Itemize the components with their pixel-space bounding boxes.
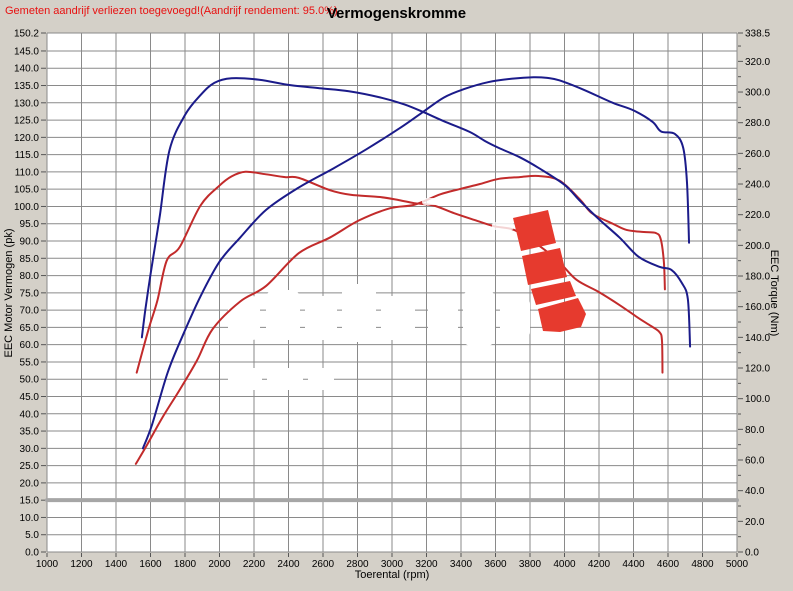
x-tick-label: 4800 [691, 559, 714, 570]
x-tick-label: 1800 [174, 559, 197, 570]
y-right-tick-label: 240.0 [745, 180, 770, 191]
red-curved-arrow-logo [522, 248, 567, 285]
watermark-ghost-dash [492, 222, 514, 230]
red-power-curve [134, 174, 666, 465]
watermark-ghost-text [228, 368, 262, 390]
y-right-tick-label: 180.0 [745, 272, 770, 283]
x-tick-label: 4400 [622, 559, 645, 570]
y-left-tick-label: 140.0 [14, 64, 39, 75]
x-tick-label: 1400 [105, 559, 128, 570]
x-axis-title: Toerental (rpm) [354, 569, 430, 581]
y-left-tick-label: 85.0 [20, 254, 40, 265]
y-right-tick-label: 300.0 [745, 88, 770, 99]
x-tick-label: 2600 [312, 559, 335, 570]
y-left-tick-label: 100.0 [14, 202, 39, 213]
y-left-tick-label: 110.0 [15, 167, 40, 178]
x-tick-label: 1000 [36, 559, 59, 570]
x-tick-label: 5000 [726, 559, 749, 570]
y-left-tick-label: 35.0 [20, 427, 40, 438]
x-tick-label: 3000 [381, 559, 404, 570]
y-right-tick-label: 160.0 [745, 302, 770, 313]
watermark-ghost-dash [422, 198, 440, 205]
y-right-tick-label: 320.0 [745, 57, 770, 68]
y-right-tick-label: 220.0 [745, 210, 770, 221]
watermark-ghost-text [500, 296, 530, 340]
y-left-tick-label: 20.0 [20, 478, 40, 489]
y-left-tick-label: 70.0 [20, 306, 40, 317]
x-tick-label: 1200 [70, 559, 93, 570]
y-axis-right-title: EEC Torque (Nm) [768, 249, 780, 337]
y-left-tick-label: 135.0 [14, 81, 39, 92]
red-curved-arrow-logo [538, 298, 586, 332]
y-left-tick-label: 65.0 [20, 323, 40, 334]
y-left-tick-label: 80.0 [20, 271, 40, 282]
y-left-tick-label: 90.0 [20, 237, 40, 248]
y-left-tick-label: 40.0 [20, 409, 40, 420]
y-right-tick-label: 260.0 [745, 149, 770, 160]
watermark-ghost-text [342, 284, 376, 342]
y-left-tick-label: 145.0 [14, 46, 39, 57]
x-tick-label: 3400 [450, 559, 473, 570]
y-right-tick-label: 20.0 [745, 517, 765, 528]
y-left-tick-label: 120.0 [14, 133, 39, 144]
y-right-tick-label: 80.0 [745, 425, 765, 436]
y-left-tick-label: 5.0 [25, 530, 39, 541]
x-tick-label: 3800 [519, 559, 542, 570]
x-tick-label: 4200 [588, 559, 611, 570]
blue-power-curve [141, 76, 691, 450]
y-left-tick-label: 25.0 [20, 461, 40, 472]
x-tick-label: 2000 [208, 559, 231, 570]
y-left-tick-label: 30.0 [20, 444, 40, 455]
x-tick-label: 4600 [657, 559, 680, 570]
y-left-tick-label: 115.0 [15, 150, 40, 161]
y-right-tick-label: 60.0 [745, 456, 765, 467]
x-tick-label: 4000 [553, 559, 576, 570]
y-right-tick-label: 338.5 [745, 29, 770, 40]
watermark-ghost-text [463, 290, 495, 346]
watermark-ghost-text [266, 290, 300, 340]
y-left-tick-label: 10.0 [20, 513, 40, 524]
y-left-tick-label: 50.0 [20, 375, 40, 386]
x-tick-label: 2200 [243, 559, 266, 570]
y-right-tick-label: 200.0 [745, 241, 770, 252]
x-tick-label: 2800 [346, 559, 369, 570]
page-title: Vermogenskromme [326, 5, 467, 22]
y-right-tick-label: 280.0 [745, 118, 770, 129]
watermark-ghost-text [305, 296, 337, 340]
y-right-tick-label: 120.0 [745, 364, 770, 375]
red-curved-arrow-logo [531, 281, 576, 305]
x-tick-label: 3200 [415, 559, 438, 570]
y-left-tick-label: 125.0 [14, 116, 39, 127]
drivetrain-losses-note: Gemeten aandrijf verliezen toegevoegd!(A… [5, 5, 338, 17]
y-left-tick-label: 15.0 [20, 496, 40, 507]
red-curved-arrow-logo [513, 210, 556, 251]
y-left-tick-label: 45.0 [20, 392, 40, 403]
y-right-tick-label: 40.0 [745, 486, 765, 497]
watermark-ghost-text [428, 296, 458, 340]
y-right-tick-label: 100.0 [745, 394, 770, 405]
watermark-ghost-text [381, 296, 415, 340]
watermark-ghost-text [267, 368, 303, 390]
y-left-tick-label: 0.0 [25, 548, 39, 559]
y-axis-left-title: EEC Motor Vermogen (pk) [3, 228, 15, 358]
y-right-tick-label: 0.0 [745, 548, 759, 559]
y-left-tick-label: 105.0 [14, 185, 39, 196]
y-left-tick-label: 95.0 [20, 219, 40, 230]
watermark-ghost-text [228, 296, 260, 340]
y-left-tick-label: 130.0 [14, 98, 39, 109]
red-torque-curve [135, 170, 664, 374]
x-tick-label: 2400 [277, 559, 300, 570]
watermark-ghost-text [308, 368, 334, 390]
x-tick-label: 3600 [484, 559, 507, 570]
y-left-tick-label: 75.0 [20, 288, 40, 299]
x-tick-label: 1600 [139, 559, 162, 570]
y-right-tick-label: 140.0 [745, 333, 770, 344]
y-left-tick-label: 60.0 [20, 340, 40, 351]
y-left-tick-label: 55.0 [20, 357, 40, 368]
y-left-tick-label: 150.2 [14, 29, 39, 40]
